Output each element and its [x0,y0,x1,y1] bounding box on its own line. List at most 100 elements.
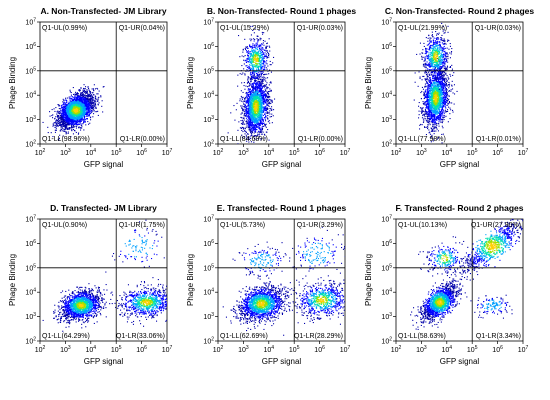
event-dot [256,113,258,115]
event-dot [59,130,61,132]
event-dot [57,120,59,122]
event-dot [80,113,82,115]
event-dot [259,95,261,97]
event-dot [70,114,72,116]
event-dot [75,113,77,115]
event-dot [74,94,76,96]
event-dot [91,101,93,103]
event-dot [255,62,257,64]
event-dot [65,97,67,99]
event-dot [74,108,76,110]
event-dot [251,131,253,133]
event-dot [91,94,93,96]
event-dot [250,96,252,98]
event-dot [74,95,76,97]
event-dot [52,123,54,125]
event-dot [263,103,265,105]
event-dot [62,135,64,137]
event-dot [263,98,265,100]
event-dot [93,106,95,108]
event-dot [65,114,67,116]
event-dot [71,98,73,100]
event-dot [260,95,262,97]
event-dot [86,105,88,107]
event-dot [253,126,255,128]
event-dot [248,129,250,131]
event-dot [251,100,253,102]
event-dot [251,112,253,114]
event-dot [83,91,85,93]
event-dot [71,105,73,107]
event-dot [249,94,251,96]
event-dot [250,79,252,81]
event-dot [54,110,56,112]
event-dot [261,92,263,94]
event-dot [76,117,78,119]
event-dot [265,107,267,109]
event-dot [249,56,251,58]
event-dot [63,101,65,103]
event-dot [63,109,65,111]
event-dot [247,137,249,139]
event-dot [248,68,250,70]
event-dot [75,98,77,100]
event-dot [253,93,255,95]
event-dot [248,136,250,138]
event-dot [256,105,258,107]
event-dot [57,112,59,114]
event-dot [259,63,261,65]
event-dot [257,115,259,117]
event-dot [253,55,255,57]
event-dot [82,93,84,95]
event-dot [61,119,63,121]
event-dot [74,118,76,120]
quadrant-label-ul: Q1-UL(0.99%) [42,25,87,32]
event-dot [248,141,250,143]
event-dot [88,110,90,112]
event-dot [268,111,270,113]
event-dot [267,65,269,67]
event-dot [63,111,65,113]
event-dot [246,51,248,53]
event-dot [260,120,262,122]
event-dot [257,102,259,104]
event-dot [57,138,59,140]
event-dot [258,94,260,96]
event-dot [84,101,86,103]
event-dot [260,44,262,46]
event-dot [62,125,64,127]
event-dot [258,88,260,90]
event-dot [83,121,85,123]
event-dot [251,55,253,57]
event-dot [258,79,260,81]
event-dot [73,106,75,108]
event-dot [255,113,257,115]
event-dot [258,104,260,106]
event-dot [251,116,253,118]
event-dot [263,68,265,70]
event-dot [264,97,266,99]
event-dot [266,86,268,88]
event-dot [262,66,264,68]
event-dot [265,45,267,47]
event-dot [80,92,82,94]
event-dot [60,113,62,115]
event-dot [90,94,92,96]
event-dot [88,103,90,105]
event-dot [85,109,87,111]
event-dot [73,126,75,128]
event-dot [252,76,254,78]
event-dot [91,88,93,90]
event-dot [254,79,256,81]
event-dot [68,108,70,110]
event-dot [82,103,84,105]
event-dot [84,110,86,112]
event-dot [256,106,258,108]
event-dot [59,124,61,126]
event-dot [262,103,264,105]
event-dot [249,103,251,105]
event-dot [56,124,58,126]
event-dot [240,120,242,122]
event-dot [248,59,250,61]
event-dot [79,100,81,102]
